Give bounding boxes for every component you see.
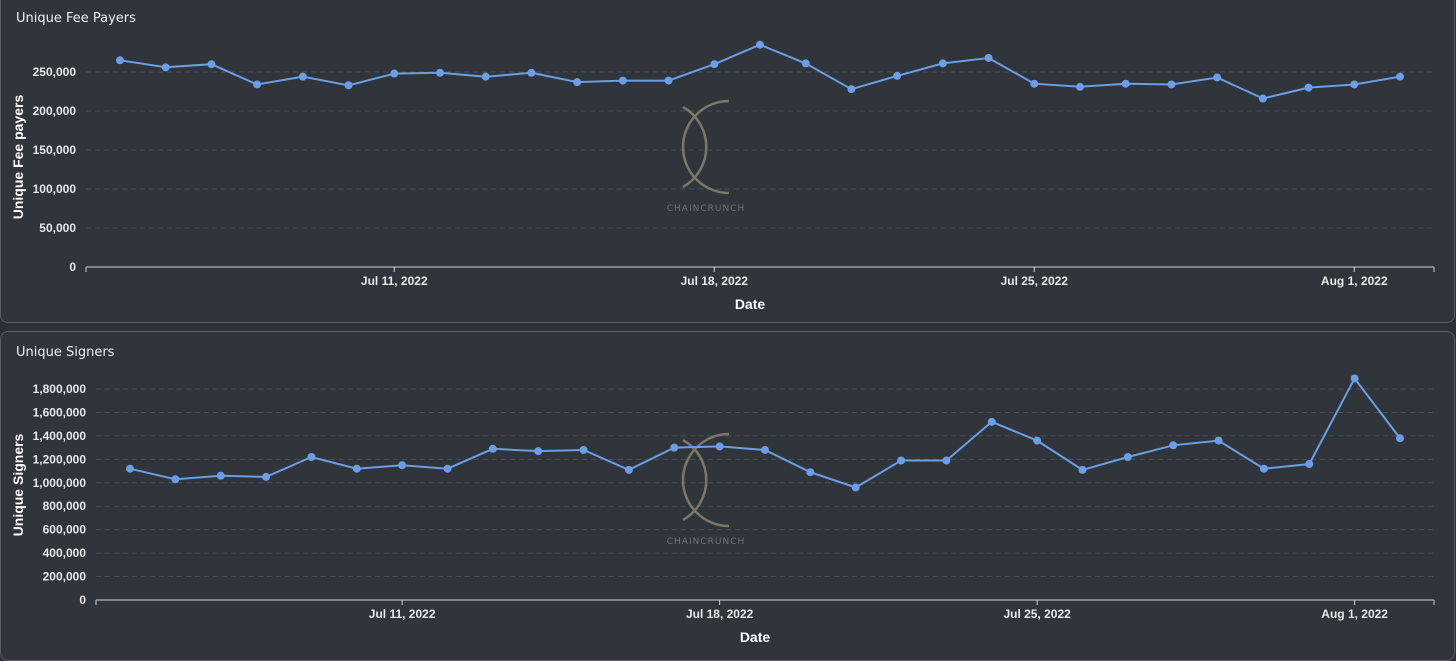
watermark-arc-inner [682, 105, 708, 189]
data-point [1169, 441, 1178, 450]
y-tick-label: 1,400,000 [33, 429, 87, 443]
data-point [481, 72, 490, 81]
y-tick-label: 0 [69, 260, 76, 274]
data-point [1033, 436, 1042, 445]
data-point [207, 60, 216, 69]
data-point [893, 71, 902, 80]
x-tick-label: Jul 18, 2022 [681, 274, 749, 288]
data-point [710, 60, 719, 69]
data-point [1350, 374, 1359, 383]
data-point [126, 464, 134, 473]
y-tick-label: 200,000 [33, 104, 77, 118]
data-point [390, 69, 399, 78]
y-axis-title: Unique Fee payers [10, 95, 26, 220]
data-point [984, 53, 993, 62]
y-tick-label: 50,000 [39, 221, 76, 235]
watermark-arc-outer [681, 99, 730, 195]
data-point [897, 456, 906, 465]
data-point [987, 417, 996, 426]
data-point [1123, 452, 1132, 461]
y-tick-label: 1,800,000 [33, 382, 87, 396]
data-point [756, 40, 764, 49]
fee-payers-panel: Unique Fee Payers 0 50,000 100,000 150,000 2… [0, 0, 1455, 323]
y-tick-label: 150,000 [33, 143, 77, 157]
data-point [1304, 83, 1313, 92]
data-point [670, 443, 679, 452]
data-point [298, 72, 307, 81]
data-point [307, 452, 316, 461]
x-tick-label: Aug 1, 2022 [1321, 274, 1388, 288]
data-point [851, 483, 860, 492]
y-tick-label: 800,000 [43, 499, 87, 513]
data-point [1259, 464, 1268, 473]
data-point [1213, 73, 1222, 82]
x-axis-title: Date [740, 629, 771, 645]
data-point [527, 68, 536, 77]
data-point [443, 464, 452, 473]
x-tick-label: Jul 11, 2022 [361, 274, 428, 288]
data-point [436, 68, 444, 77]
x-tick-label: Jul 18, 2022 [686, 607, 754, 621]
data-point [942, 456, 951, 465]
data-point [344, 81, 353, 90]
data-point [1396, 72, 1404, 81]
data-point [1396, 434, 1404, 443]
data-point [1167, 80, 1176, 89]
x-axis-title: Date [735, 296, 766, 312]
y-tick-label: 0 [79, 593, 86, 607]
data-point [1258, 94, 1267, 103]
y-axis-title: Unique Signers [10, 433, 26, 536]
data-point [161, 63, 170, 72]
watermark-arc-outer [681, 432, 730, 528]
y-tick-label: 400,000 [43, 546, 87, 560]
data-point [618, 76, 627, 85]
signers-panel: Unique Signers 0 200,000 400,000 600,000 800… [0, 331, 1455, 661]
watermark-text: CHAINCRUNCH [667, 204, 746, 214]
data-point [573, 78, 582, 87]
series-line [129, 376, 1401, 489]
data-point [938, 59, 947, 68]
data-point [488, 444, 497, 453]
data-point [847, 85, 856, 94]
y-tick-label: 1,200,000 [33, 452, 87, 466]
data-point [216, 471, 225, 480]
x-tick-label: Jul 11, 2022 [369, 607, 436, 621]
x-tick-label: Jul 25, 2022 [1003, 607, 1071, 621]
data-point [1078, 465, 1087, 474]
fee-payers-chart: 0 50,000 100,000 150,000 200,000 250,000 Jul 1… [10, 40, 1435, 312]
y-tick-label: 200,000 [43, 570, 87, 584]
data-point [806, 468, 815, 477]
data-point [116, 56, 124, 65]
data-point [171, 475, 180, 484]
data-point [664, 76, 673, 85]
data-point [624, 465, 633, 474]
data-point [579, 445, 588, 454]
data-point [262, 472, 271, 481]
data-point [1350, 80, 1359, 89]
data-point [1305, 460, 1314, 469]
signers-chart: 0 200,000 400,000 600,000 800,000 1,000,000 1,… [10, 374, 1435, 645]
chart-title: Unique Fee Payers [16, 11, 136, 26]
data-point [1076, 82, 1084, 91]
data-point [715, 442, 724, 451]
y-tick-label: 100,000 [33, 182, 77, 196]
y-tick-label: 1,000,000 [33, 476, 87, 490]
y-tick-label: 1,600,000 [33, 405, 87, 419]
data-point [352, 464, 361, 473]
data-point [1214, 436, 1223, 445]
watermark-arc-inner [682, 438, 708, 522]
watermark-text: CHAINCRUNCH [667, 537, 746, 547]
data-point [761, 445, 769, 454]
data-point [253, 80, 262, 89]
data-point [534, 447, 543, 456]
x-tick-label: Aug 1, 2022 [1321, 607, 1388, 621]
x-tick-label: Jul 25, 2022 [1001, 274, 1069, 288]
data-point [398, 461, 407, 470]
data-point [1030, 79, 1039, 88]
y-tick-label: 600,000 [43, 523, 87, 537]
data-point [1121, 79, 1130, 88]
data-point [801, 59, 810, 68]
chart-title: Unique Signers [16, 345, 115, 360]
y-tick-label: 250,000 [33, 65, 77, 79]
